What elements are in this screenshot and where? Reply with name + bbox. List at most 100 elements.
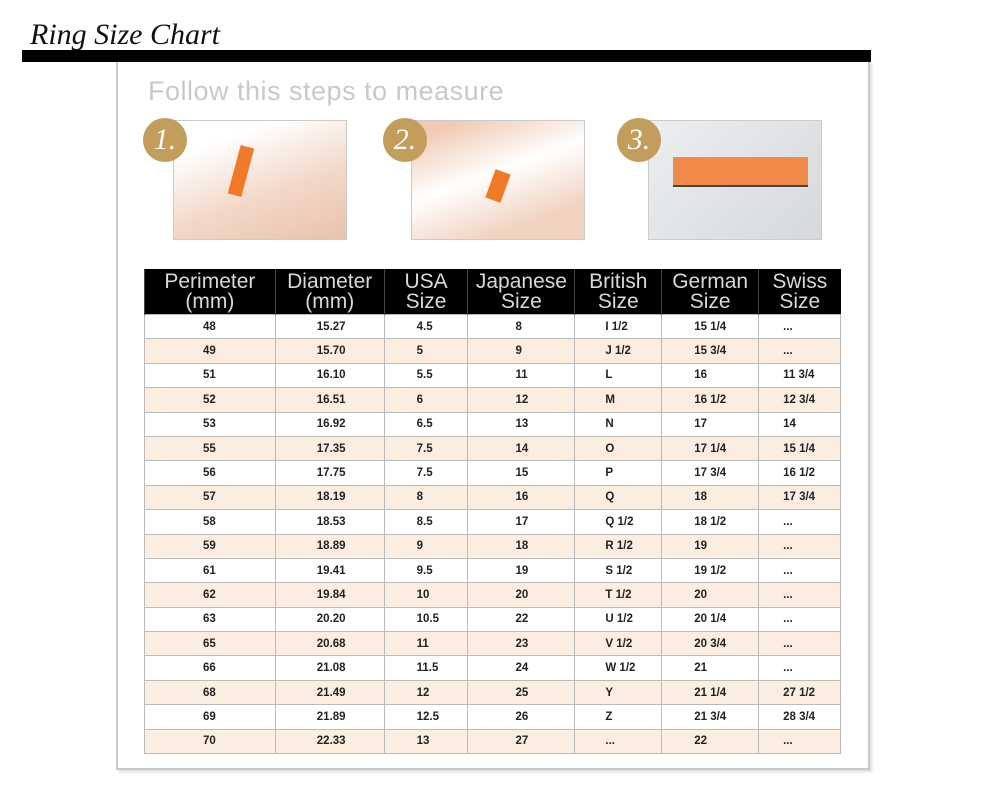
table-cell: 12 [467, 387, 576, 413]
table-cell: J 1/2 [574, 338, 663, 364]
step-1-image [173, 120, 347, 240]
table-cell: 18.89 [274, 533, 385, 559]
table-cell: 16 [467, 484, 576, 511]
table-cell: 7.5 [383, 460, 469, 486]
table-cell: 15 3/4 [661, 338, 760, 364]
instructions-heading: Follow this steps to measure [148, 76, 505, 106]
table-row: 55 17.35 7.5 14 O 17 1/4 15 1/4 [144, 435, 841, 462]
table-cell: 61 [144, 557, 276, 584]
header-text: Size [405, 289, 447, 313]
table-cell: 16.92 [274, 411, 385, 437]
table-cell: 22 [661, 728, 760, 755]
table-cell: 13 [383, 728, 469, 755]
table-cell: 15.70 [274, 338, 385, 364]
table-cell: U 1/2 [574, 606, 663, 633]
step-1-badge: 1. [143, 118, 187, 162]
table-row: 65 20.68 11 23 V 1/2 20 3/4... [144, 631, 841, 657]
table-cell: 21 [661, 655, 760, 681]
table-cell: ... [758, 557, 841, 584]
table-cell: R 1/2 [574, 533, 663, 559]
table-cell: 9.5 [383, 557, 469, 584]
table-cell: W 1/2 [574, 655, 663, 681]
table-row: 69 21.89 12.5 26 Z 21 3/4 28 3/4 [144, 704, 841, 730]
table-cell: ... [758, 313, 841, 340]
table-cell: 24 [467, 655, 576, 681]
table-row: 52 16.51 6 12 M 16 1/2 12 3/4 [144, 387, 841, 413]
table-cell: 17.35 [274, 435, 385, 462]
table-cell: 28 3/4 [758, 704, 841, 730]
table-cell: 20 1/4 [661, 606, 760, 633]
header-text: Perimeter [164, 269, 256, 293]
table-cell: 21.49 [274, 679, 385, 706]
table-cell: 16 1/2 [661, 387, 760, 413]
table-cell: 59 [144, 533, 276, 559]
table-row: 53 16.92 6.5 13 N 17 14 [144, 411, 841, 437]
table-cell: 8.5 [383, 509, 469, 535]
table-row: 68 21.49 12 25 Y 21 1/4 27 1/2 [144, 679, 841, 706]
table-cell: I 1/2 [574, 313, 663, 340]
table-cell: 12 3/4 [758, 387, 841, 413]
table-cell: 4.5 [383, 313, 469, 340]
table-cell: Z [574, 704, 663, 730]
table-cell: 21 3/4 [661, 704, 760, 730]
table-row: 59 18.89 9 18 R 1/2 19... [144, 533, 841, 559]
table-cell: 57 [144, 484, 276, 511]
table-cell: 20 3/4 [661, 631, 760, 657]
ring-size-table: Perimeter (mm) Diameter (mm) USA Size Japanese… [144, 269, 841, 755]
table-cell: 26 [467, 704, 576, 730]
table-cell: 14 [758, 411, 841, 437]
table-cell: 20.20 [274, 606, 385, 633]
table-cell: 9 [467, 338, 576, 364]
table-cell: 17 [661, 411, 760, 437]
table-cell: 19.84 [274, 582, 385, 608]
table-cell: 68 [144, 679, 276, 706]
column-header: Swiss Size [758, 269, 841, 315]
table-cell: 19 [467, 557, 576, 584]
table-cell: 8 [383, 484, 469, 511]
header-text: (mm) [185, 289, 235, 313]
table-row: 61 19.41 9.5 19 S 1/2 19 1/2... [144, 557, 841, 584]
table-cell: ... [758, 533, 841, 559]
table-cell: 13 [467, 411, 576, 437]
table-cell: 10 [383, 582, 469, 608]
table-cell: ... [758, 728, 841, 755]
table-cell: 58 [144, 509, 276, 535]
table-cell: L [574, 362, 663, 389]
table-cell: 15.27 [274, 313, 385, 340]
column-header: Perimeter (mm) [144, 269, 276, 315]
table-cell: 5.5 [383, 362, 469, 389]
table-row: 66 21.08 11.5 24 W 1/2 21... [144, 655, 841, 681]
table-cell: 49 [144, 338, 276, 364]
table-cell: 70 [144, 728, 276, 755]
table-cell: 15 1/4 [661, 313, 760, 340]
table-cell: 9 [383, 533, 469, 559]
table-cell: 66 [144, 655, 276, 681]
table-cell: ... [758, 631, 841, 657]
table-cell: ... [758, 582, 841, 608]
column-header: Diameter (mm) [274, 269, 385, 315]
table-cell: 25 [467, 679, 576, 706]
step-3-image [648, 120, 822, 240]
column-header: USA Size [383, 269, 468, 315]
table-row: 62 19.84 10 20 T 1/2 20... [144, 582, 841, 608]
table-cell: 18 [661, 484, 760, 511]
table-cell: 16.51 [274, 387, 385, 413]
header-text: Swiss [772, 269, 828, 293]
table-cell: N [574, 411, 663, 437]
table-cell: Y [574, 679, 663, 706]
table-cell: 20.68 [274, 631, 385, 657]
table-cell: 19.41 [274, 557, 385, 584]
header-text: (mm) [305, 289, 355, 313]
table-cell: ... [574, 728, 663, 755]
table-cell: 27 1/2 [758, 679, 841, 706]
table-cell: 27 [467, 728, 576, 755]
table-cell: S 1/2 [574, 557, 663, 584]
table-cell: 19 [661, 533, 760, 559]
table-cell: 17.75 [274, 460, 385, 486]
table-cell: 48 [144, 313, 276, 340]
table-cell: 16.10 [274, 362, 385, 389]
table-cell: 15 1/4 [758, 435, 841, 462]
table-cell: 17 3/4 [661, 460, 760, 486]
header-text: Diameter [287, 269, 373, 293]
title-divider [22, 50, 871, 62]
